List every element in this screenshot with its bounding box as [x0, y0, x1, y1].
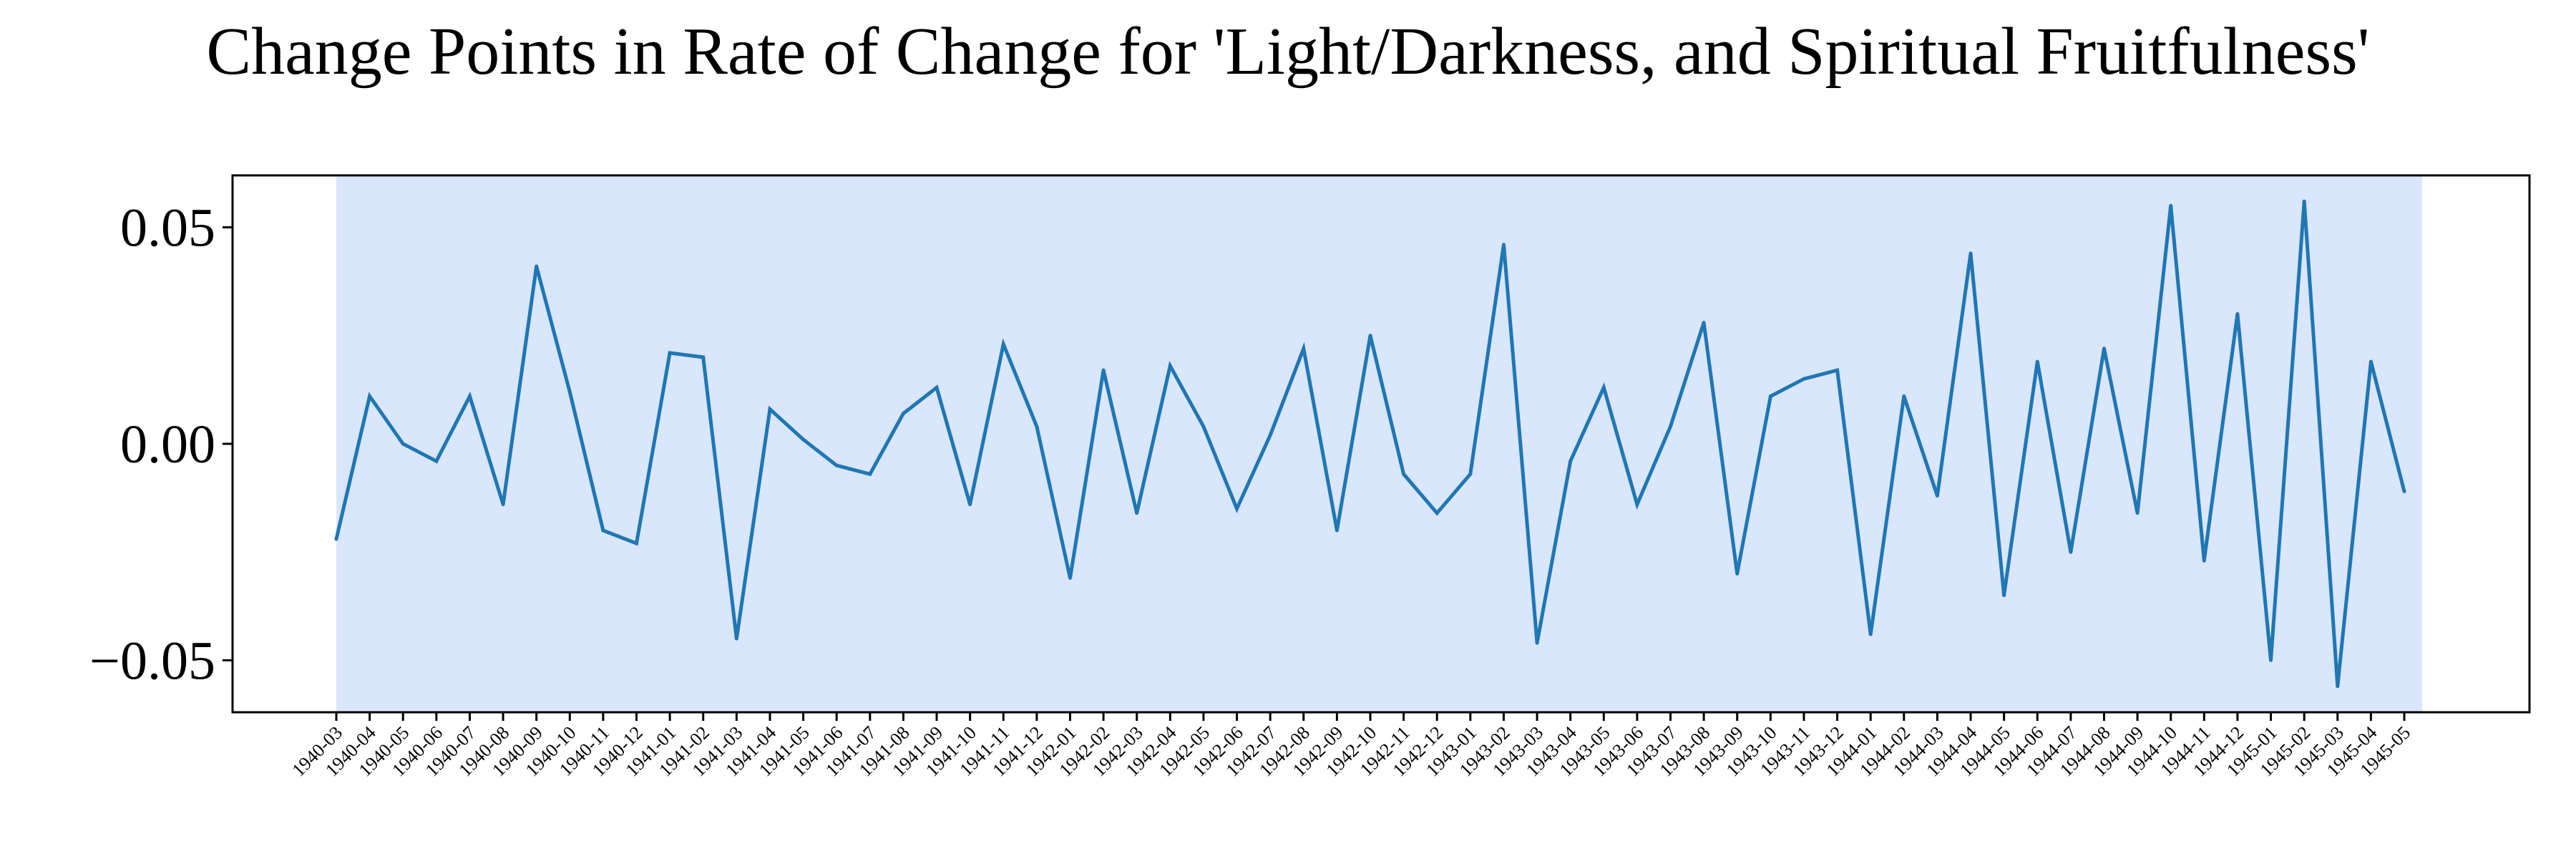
shaded-region	[336, 175, 2422, 712]
series-line-layer	[334, 199, 2406, 689]
data-point	[734, 636, 738, 641]
data-point	[1035, 424, 1039, 429]
data-point	[1435, 511, 1439, 515]
data-point	[1402, 472, 1406, 476]
data-point	[1368, 334, 1372, 338]
data-point	[801, 437, 806, 442]
data-point	[2135, 511, 2140, 515]
data-point	[368, 394, 372, 398]
data-point	[1001, 342, 1005, 346]
data-point	[1669, 424, 1673, 429]
data-point	[1835, 368, 1840, 372]
data-point	[701, 355, 706, 359]
data-point	[1535, 641, 1539, 645]
x-axis: 1940-031940-041940-051940-061940-071940-…	[288, 712, 2414, 781]
data-point	[467, 394, 472, 398]
data-point	[1902, 394, 1906, 398]
data-point	[868, 472, 872, 476]
data-point	[2202, 558, 2206, 563]
data-point	[2269, 658, 2273, 662]
data-point	[1735, 571, 1740, 576]
data-point	[1768, 394, 1772, 398]
data-point	[567, 389, 572, 394]
data-point	[1168, 364, 1172, 368]
data-point	[935, 385, 939, 389]
data-point	[2169, 203, 2173, 208]
shaded-region-layer	[336, 175, 2422, 712]
data-point	[1501, 243, 1506, 247]
data-point	[434, 459, 439, 463]
data-point	[834, 463, 839, 467]
data-point	[401, 442, 405, 446]
data-point	[535, 264, 539, 268]
data-point	[2336, 684, 2340, 689]
y-tick-label: 0.05	[120, 198, 215, 258]
data-point	[1135, 511, 1139, 515]
data-point	[334, 537, 338, 541]
y-tick-label: −0.05	[89, 631, 215, 691]
data-point	[1468, 472, 1473, 476]
data-point	[1335, 528, 1339, 533]
data-point	[1068, 576, 1072, 580]
y-tick-label: 0.00	[120, 414, 215, 475]
data-point	[1101, 368, 1106, 372]
data-point	[1635, 503, 1639, 507]
data-point	[1702, 321, 1706, 325]
data-point	[501, 503, 505, 507]
data-point	[1601, 385, 1606, 389]
data-point	[1968, 251, 1973, 256]
data-point	[2302, 199, 2306, 203]
data-point	[968, 503, 972, 507]
data-point	[601, 528, 605, 533]
data-point	[635, 541, 639, 545]
data-point	[2235, 312, 2240, 316]
data-point	[768, 407, 772, 412]
data-point	[2102, 346, 2106, 351]
data-point	[668, 351, 672, 355]
data-point	[901, 412, 905, 416]
data-point	[1935, 494, 1939, 498]
data-point	[1568, 459, 1573, 463]
chart-title: Change Points in Rate of Change for 'Lig…	[206, 14, 2370, 89]
data-point	[2368, 359, 2373, 364]
data-point	[1268, 433, 1272, 437]
data-point	[1802, 377, 1806, 381]
data-point	[1201, 424, 1206, 429]
data-point	[2069, 550, 2073, 554]
y-axis: −0.05 0.00 0.05	[89, 198, 233, 691]
data-point	[1235, 507, 1239, 511]
data-point	[1302, 346, 1306, 351]
data-point	[2002, 593, 2006, 598]
data-point	[1868, 632, 1873, 636]
data-point	[2402, 490, 2406, 494]
data-point	[2035, 359, 2039, 364]
